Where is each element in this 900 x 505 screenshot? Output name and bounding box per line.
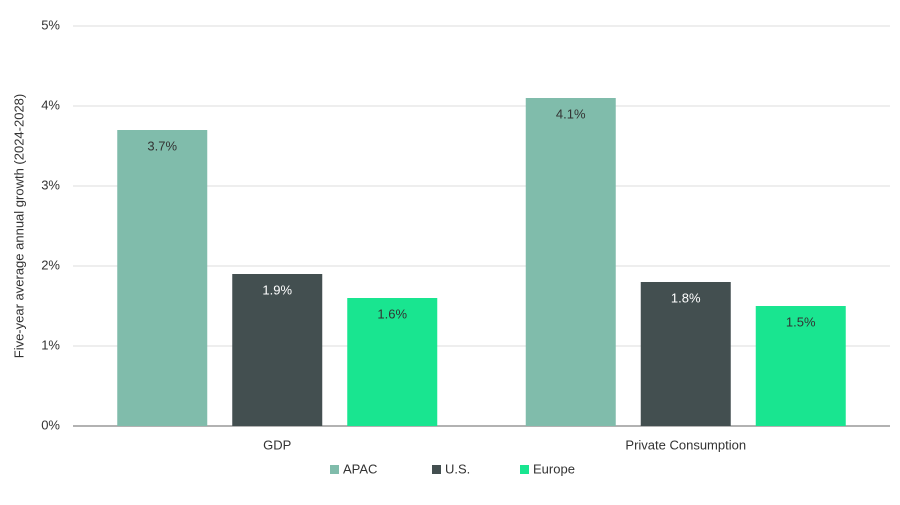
- legend-swatch: [520, 465, 529, 474]
- x-tick-label: Private Consumption: [625, 437, 746, 452]
- y-tick-label: 4%: [41, 97, 60, 112]
- legend-label: U.S.: [445, 461, 470, 476]
- bar: [232, 274, 323, 426]
- y-tick-label: 2%: [41, 257, 60, 272]
- legend-swatch: [432, 465, 441, 474]
- bar: [525, 98, 616, 426]
- value-label: 1.8%: [671, 290, 701, 305]
- bar: [755, 306, 846, 426]
- legend-swatch: [330, 465, 339, 474]
- value-label: 1.6%: [377, 306, 407, 321]
- value-label: 1.5%: [786, 314, 816, 329]
- value-label: 4.1%: [556, 106, 586, 121]
- value-label: 1.9%: [262, 282, 292, 297]
- bar: [347, 298, 438, 426]
- y-tick-label: 1%: [41, 337, 60, 352]
- bar: [640, 282, 731, 426]
- y-axis-label: Five-year average annual growth (2024-20…: [11, 94, 26, 359]
- x-tick-label: GDP: [263, 437, 291, 452]
- y-tick-label: 0%: [41, 417, 60, 432]
- legend-label: Europe: [533, 461, 575, 476]
- y-tick-label: 3%: [41, 177, 60, 192]
- value-label: 3.7%: [147, 138, 177, 153]
- legend-label: APAC: [343, 461, 377, 476]
- bar: [117, 130, 208, 426]
- y-tick-label: 5%: [41, 17, 60, 32]
